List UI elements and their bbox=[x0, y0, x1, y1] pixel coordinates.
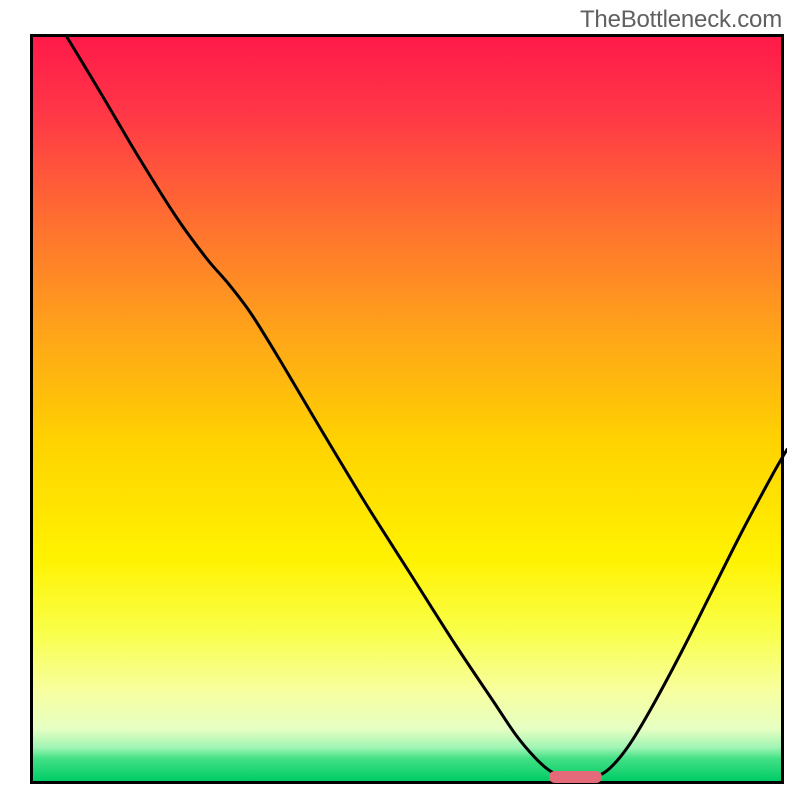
minimum-marker bbox=[549, 771, 602, 783]
chart-container: TheBottleneck.com bbox=[0, 0, 800, 800]
bottleneck-curve bbox=[67, 37, 787, 779]
plot-area bbox=[30, 34, 784, 784]
curve-layer bbox=[33, 37, 787, 787]
watermark-text: TheBottleneck.com bbox=[580, 6, 782, 34]
